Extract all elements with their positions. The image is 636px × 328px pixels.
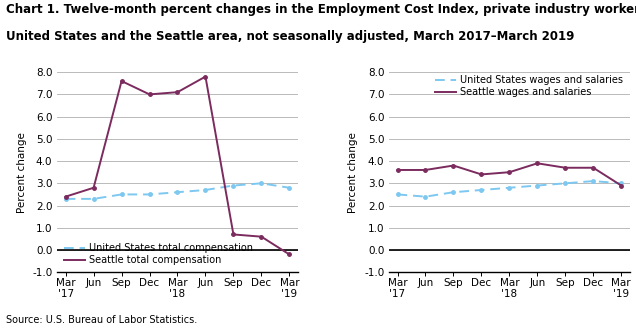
Text: Chart 1. Twelve-month percent changes in the Employment Cost Index, private indu: Chart 1. Twelve-month percent changes in… — [6, 3, 636, 16]
Text: United States and the Seattle area, not seasonally adjusted, March 2017–March 20: United States and the Seattle area, not … — [6, 30, 575, 43]
Y-axis label: Percent change: Percent change — [349, 132, 359, 213]
Text: Source: U.S. Bureau of Labor Statistics.: Source: U.S. Bureau of Labor Statistics. — [6, 315, 198, 325]
Y-axis label: Percent change: Percent change — [17, 132, 27, 213]
Legend: United States wages and salaries, Seattle wages and salaries: United States wages and salaries, Seattl… — [432, 73, 625, 99]
Legend: United States total compensation, Seattle total compensation: United States total compensation, Seattl… — [62, 241, 255, 267]
